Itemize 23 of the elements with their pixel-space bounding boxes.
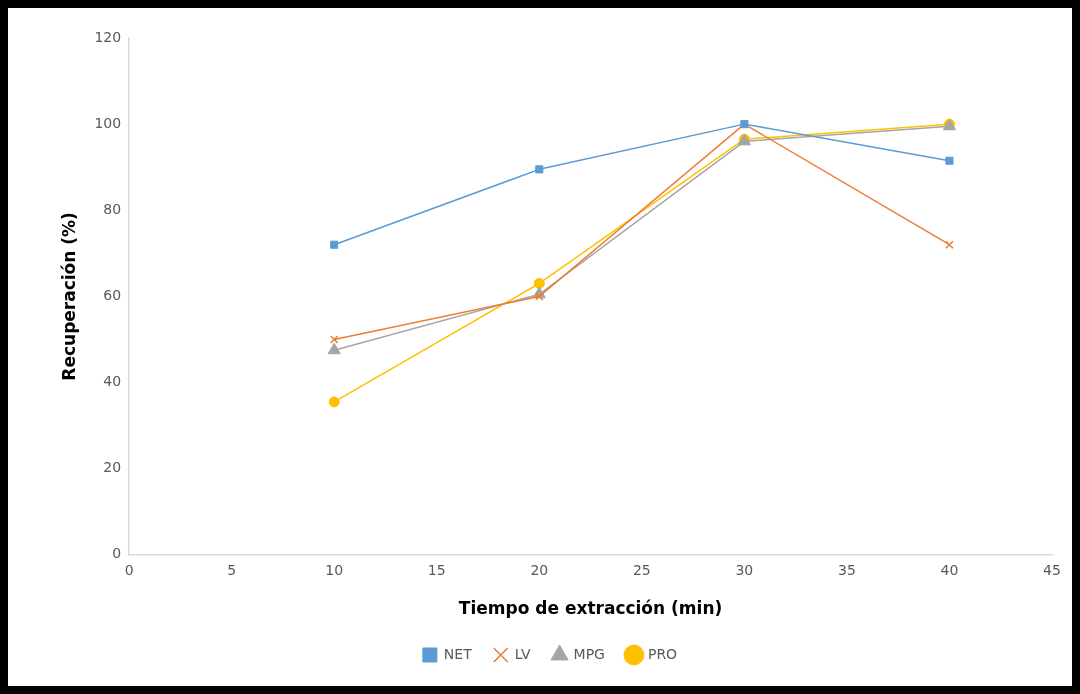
y-tick-label: 60 (103, 287, 122, 304)
y-tick-label: 80 (103, 200, 122, 217)
y-tick-label: 120 (94, 28, 122, 45)
x-tick-label: 25 (632, 561, 651, 578)
y-tick-label: 100 (94, 114, 122, 131)
y-axis-title: Recuperación (%) (58, 212, 79, 381)
x-tick-label: 5 (227, 561, 237, 578)
y-tick-label: 20 (103, 459, 122, 476)
x-tick-label: 0 (124, 561, 134, 578)
x-axis-title: Tiempo de extracción (min) (458, 598, 723, 619)
legend-label: NET (443, 645, 473, 662)
y-tick-label: 40 (103, 373, 122, 390)
x-tick-label: 20 (530, 561, 549, 578)
legend-label: PRO (647, 645, 678, 662)
x-tick-label: 10 (325, 561, 344, 578)
x-tick-label: 15 (427, 561, 446, 578)
x-tick-label: 30 (735, 561, 754, 578)
y-tick-label: 0 (112, 545, 122, 562)
x-tick-label: 45 (1043, 561, 1061, 578)
legend-label: LV (514, 645, 531, 662)
legend-label: MPG (573, 645, 605, 662)
x-tick-label: 35 (838, 561, 856, 578)
x-tick-label: 40 (940, 561, 959, 578)
